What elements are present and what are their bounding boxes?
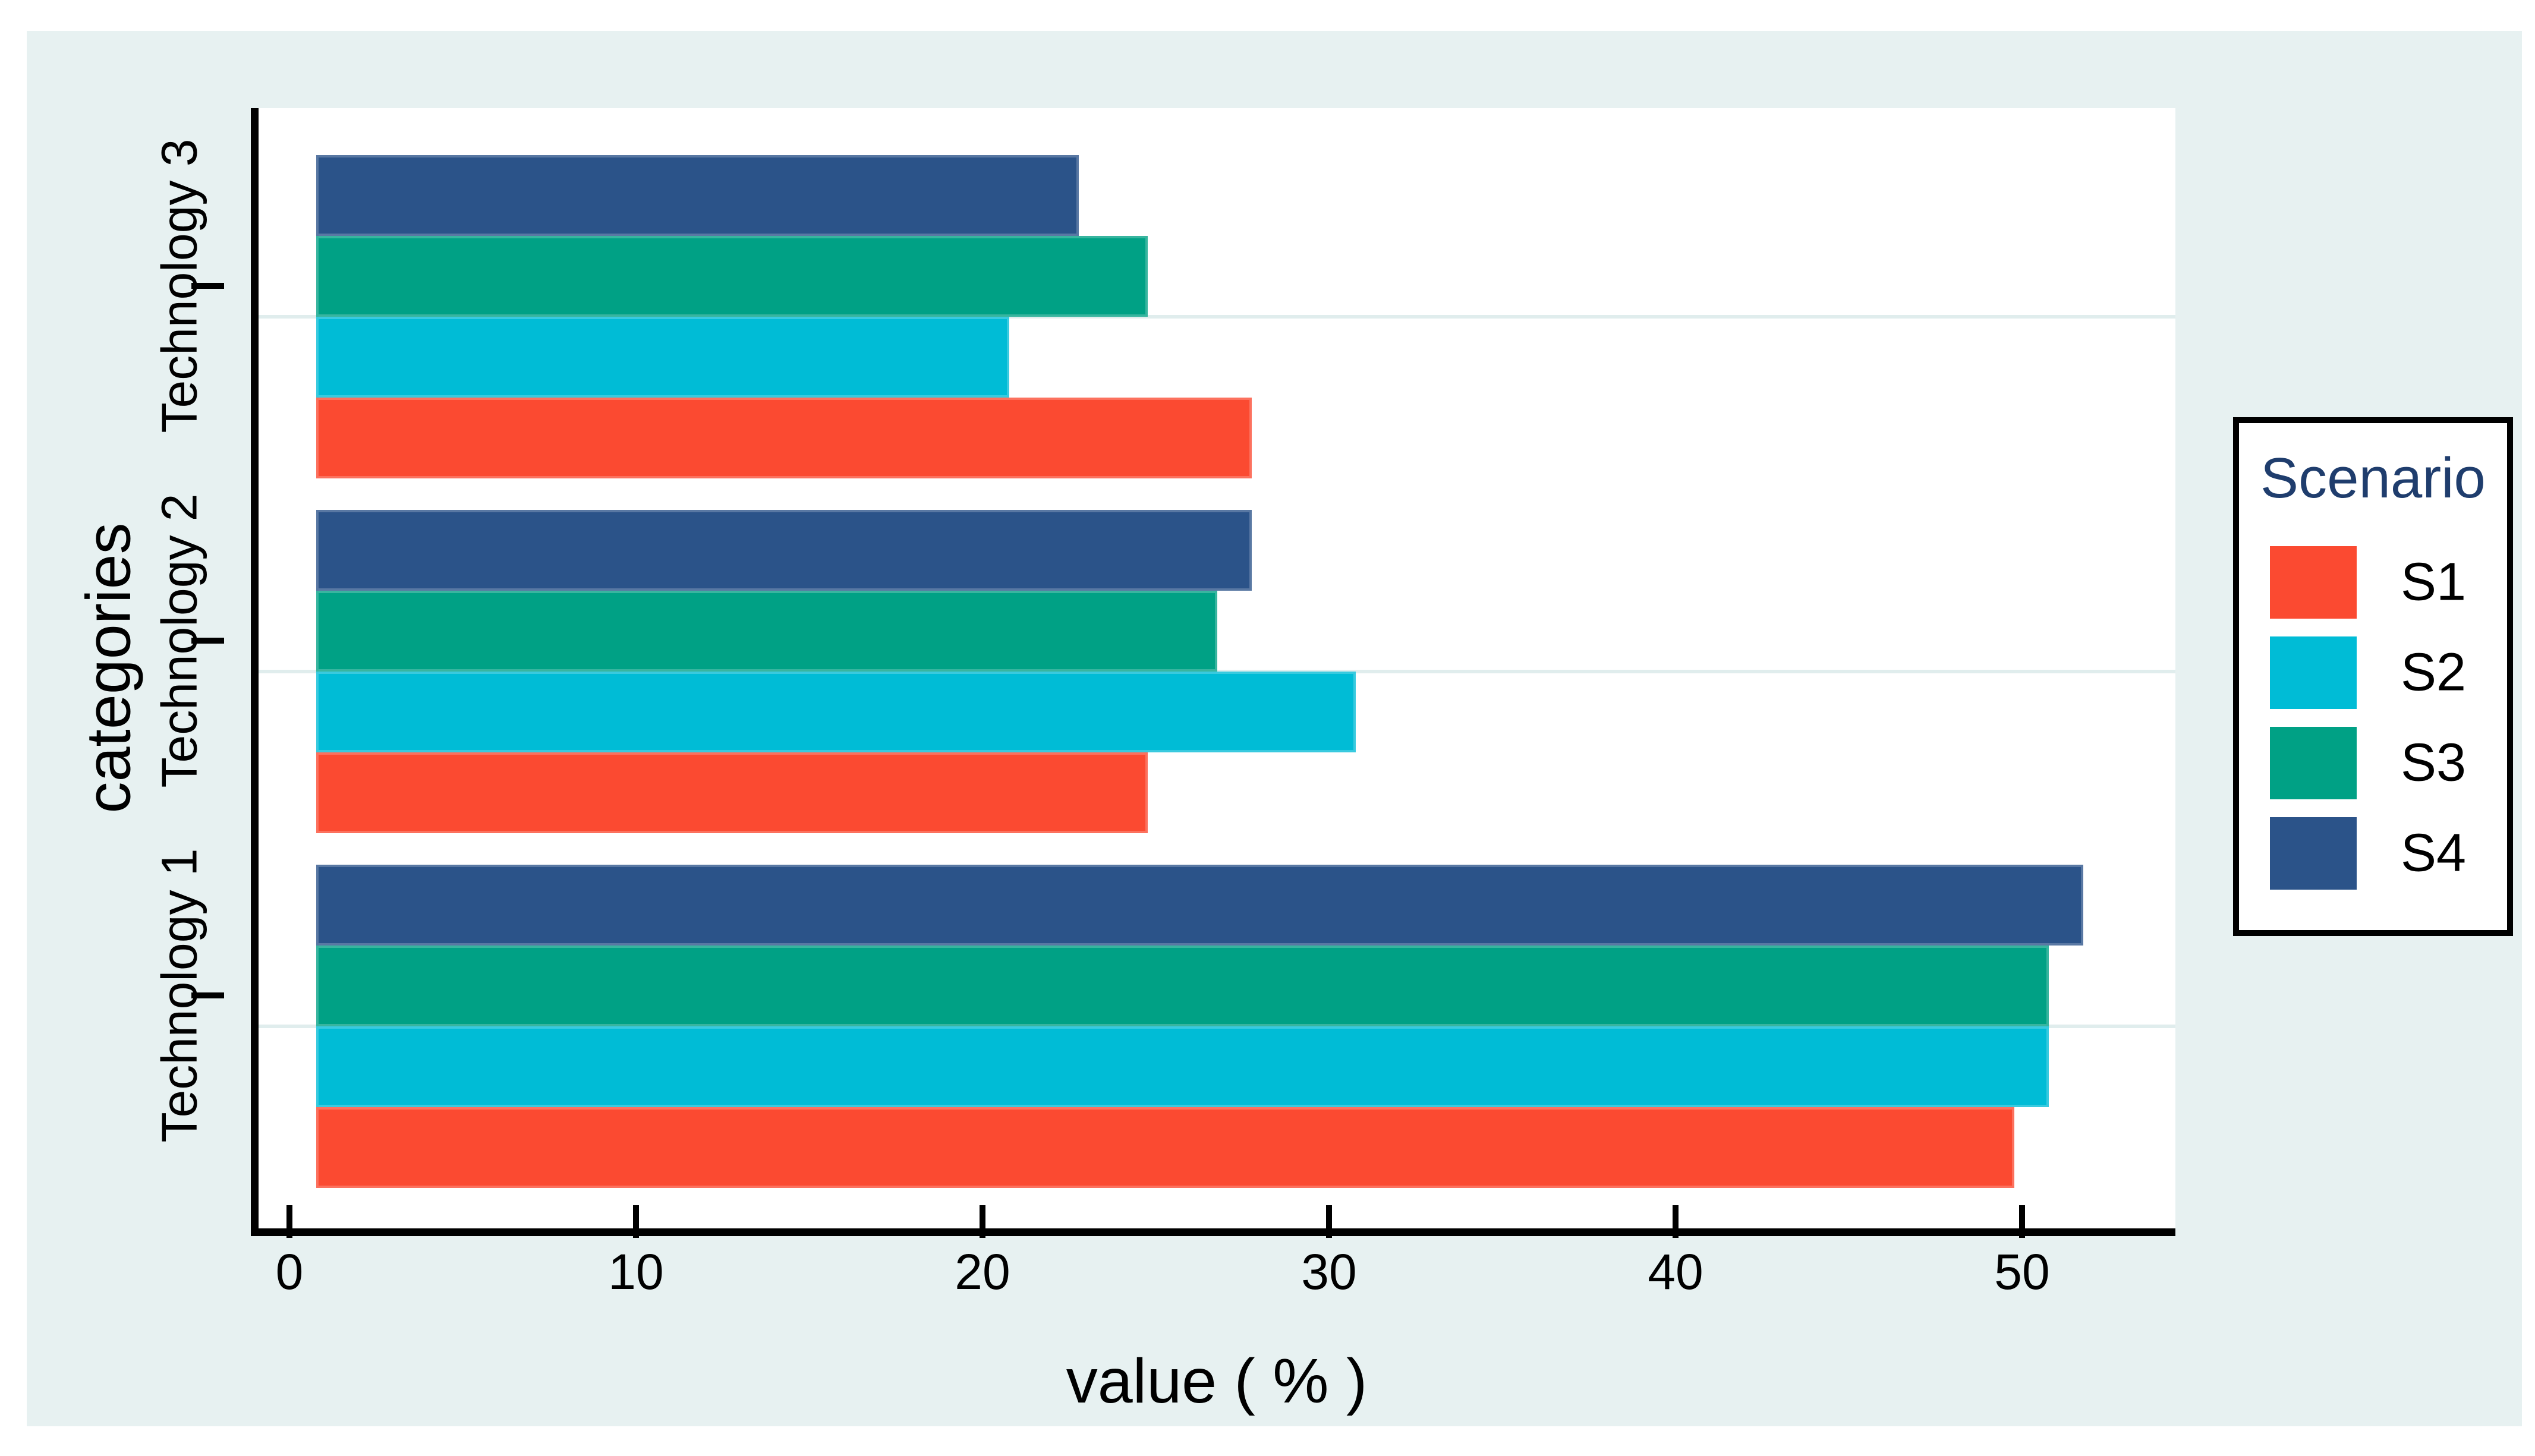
- bar-technology-3-s4: [316, 155, 1079, 236]
- x-tick-label-20: 20: [955, 1244, 1010, 1300]
- bar-technology-2-s1: [316, 752, 1148, 833]
- x-axis-title: value ( % ): [1066, 1346, 1368, 1416]
- x-tick-40: [1673, 1205, 1679, 1238]
- bar-technology-2-s2: [316, 672, 1356, 752]
- x-tick-label-30: 30: [1301, 1244, 1357, 1300]
- plot-area: [259, 108, 2175, 1228]
- legend-row-s2: S2: [2239, 628, 2507, 718]
- legend-swatch-s4: [2270, 817, 2357, 890]
- bar-technology-1-s3: [316, 946, 2049, 1026]
- x-axis-line: [251, 1228, 2175, 1236]
- x-tick-0: [286, 1205, 292, 1238]
- bar-technology-3-s2: [316, 317, 1009, 398]
- figure-panel: 0 10 20 30 40 50 Technology 3 Technology 2 Tech…: [27, 31, 2522, 1426]
- y-tick-3: [191, 992, 224, 998]
- x-tick-label-0: 0: [275, 1244, 304, 1300]
- x-tick-label-10: 10: [608, 1244, 664, 1300]
- y-tick-2: [191, 638, 224, 644]
- legend-swatch-s2: [2270, 636, 2357, 709]
- y-tick-label-technology-2: Technology 2: [151, 493, 207, 788]
- legend-swatch-s1: [2270, 546, 2357, 619]
- y-tick-1: [191, 283, 224, 289]
- legend-label-s3: S3: [2401, 733, 2467, 793]
- legend-row-s4: S4: [2239, 808, 2507, 899]
- y-tick-label-technology-1: Technology 1: [151, 848, 207, 1143]
- legend-swatch-s3: [2270, 727, 2357, 799]
- x-tick-50: [2019, 1205, 2025, 1238]
- legend-title: Scenario: [2260, 446, 2486, 510]
- legend-label-s1: S1: [2401, 552, 2467, 612]
- legend-row-s1: S1: [2239, 537, 2507, 628]
- bar-technology-3-s1: [316, 398, 1252, 478]
- legend-row-s3: S3: [2239, 718, 2507, 808]
- y-axis-line: [251, 108, 259, 1236]
- gridline: [259, 315, 2175, 319]
- bar-technology-2-s4: [316, 510, 1252, 591]
- y-tick-label-technology-3: Technology 3: [151, 138, 207, 433]
- x-tick-10: [633, 1205, 639, 1238]
- bar-technology-2-s3: [316, 591, 1217, 672]
- x-tick-label-40: 40: [1648, 1244, 1703, 1300]
- bar-technology-1-s1: [316, 1107, 2014, 1188]
- y-axis-title: categories: [73, 522, 144, 814]
- legend-label-s2: S2: [2401, 642, 2467, 702]
- bar-technology-1-s2: [316, 1026, 2049, 1107]
- x-tick-label-50: 50: [1994, 1244, 2050, 1300]
- bar-technology-1-s4: [316, 865, 2083, 946]
- x-tick-20: [980, 1205, 985, 1238]
- legend-label-s4: S4: [2401, 823, 2467, 883]
- bar-technology-3-s3: [316, 236, 1148, 317]
- x-tick-30: [1326, 1205, 1332, 1238]
- legend: Scenario S1 S2 S3 S4: [2233, 417, 2513, 936]
